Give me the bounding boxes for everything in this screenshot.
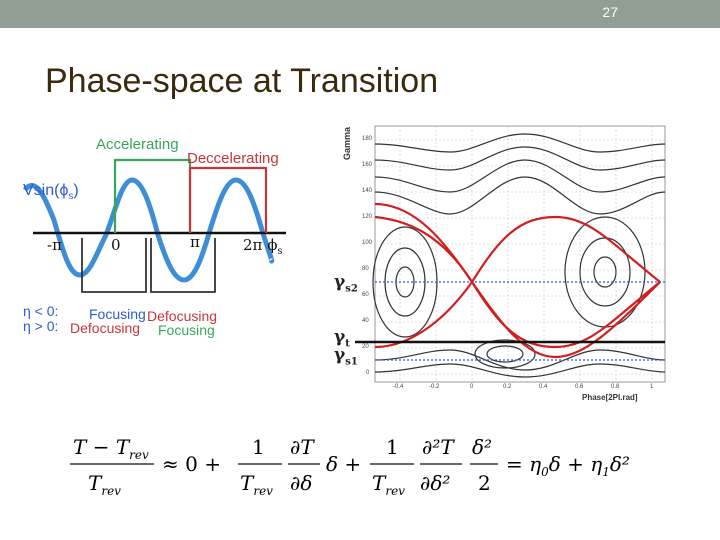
ytick-120: 120 (362, 214, 373, 220)
rf-voltage-diagram (22, 158, 286, 293)
vsin-subscript: s (68, 191, 74, 203)
term1-pden: ∂δ (290, 471, 312, 495)
rhs-expression: = η0δ + η1δ² (506, 452, 630, 479)
term1-pnum: ∂T (290, 435, 315, 459)
xtick-1: 1 (650, 384, 654, 390)
separatrix (374, 202, 661, 359)
outer-trajectories (374, 133, 666, 378)
xtick-08: 0.8 (611, 384, 620, 390)
tick-zero: 0 (111, 236, 121, 254)
xtick-06: 0.6 (575, 384, 584, 390)
ytick-60: 60 (362, 292, 369, 298)
term2-numerator: 1 (386, 435, 399, 459)
term2-fnum: δ² (472, 435, 492, 459)
ytick-0: 0 (366, 370, 370, 376)
xtick-m04: -0.4 (393, 384, 404, 390)
ytick-40: 40 (362, 318, 369, 324)
sine-wave (22, 177, 275, 283)
gamma-s2-subscript: s2 (345, 283, 358, 295)
xtick-0: 0 (470, 384, 474, 390)
deccelerating-bracket (188, 166, 268, 233)
xtick-02: 0.2 (503, 384, 512, 390)
ytick-160: 160 (362, 162, 373, 168)
accelerating-label: Accelerating (96, 136, 179, 153)
plot-ylabel: Gamma (342, 126, 352, 160)
ytick-100: 100 (362, 240, 373, 246)
plot-xlabel: Phase[2PI.rad] (582, 393, 638, 402)
term2-fden: 2 (478, 471, 491, 495)
lhs-denominator: Trev (88, 471, 121, 498)
tick-phi-subscript: s (277, 246, 283, 257)
gamma-t-subscript: t (345, 338, 350, 350)
gamma-t-label: γt (334, 327, 350, 349)
xtick-m02: -0.2 (429, 384, 440, 390)
gamma-t-symbol: γ (334, 327, 346, 347)
xtick-04: 0.4 (539, 384, 548, 390)
defocusing-label-1: Defocusing (147, 308, 218, 324)
vsin-text: Vsin(ϕ (23, 182, 69, 199)
lhs-numerator: T − Trev (73, 435, 149, 462)
eta-positive-label: η > 0: (23, 318, 59, 334)
tick-pi: π (190, 233, 200, 251)
plot-frame (374, 125, 666, 383)
gamma-s1-subscript: s1 (345, 356, 358, 368)
defocusing-label-2: Defocusing (70, 320, 141, 336)
gamma-s1-symbol: γ (334, 345, 346, 365)
defocusing-bracket-right (150, 238, 216, 293)
ytick-180: 180 (362, 136, 373, 142)
term1-tail: δ + (326, 452, 361, 476)
gamma-s2-label: γs2 (334, 272, 358, 294)
focusing-label-2: Focusing (158, 322, 215, 338)
slide-top-bar: 27 (0, 0, 720, 28)
transition-formula: T − Trev Trev ≈ 0 + 1 Trev ∂T ∂δ δ + 1 T… (70, 428, 670, 512)
phase-space-plot (355, 125, 666, 383)
term2-pnum: ∂²T (422, 435, 455, 459)
tick-2pi: 2π (243, 236, 263, 254)
vsin-label: Vsin(ϕs) (23, 182, 79, 202)
plot-grid (375, 126, 665, 382)
ytick-80: 80 (362, 266, 369, 272)
tick-phi: ϕ (267, 236, 278, 254)
gamma-s1-label: γs1 (334, 345, 358, 367)
focusing-label-1: Focusing (89, 306, 146, 322)
term2-denominator: Trev (372, 471, 405, 498)
slide-number: 27 (602, 4, 618, 20)
ytick-140: 140 (362, 188, 373, 194)
gamma-s2-symbol: γ (334, 272, 346, 292)
tick-minus-pi: -π (47, 236, 62, 254)
vsin-close: ) (73, 182, 79, 199)
term1-numerator: 1 (252, 435, 265, 459)
term2-pden: ∂δ² (420, 471, 450, 495)
focusing-bracket-left (81, 238, 147, 293)
tick-2pi-phis: 2π ϕs (243, 236, 283, 257)
approx-term: ≈ 0 + (162, 452, 221, 476)
deccelerating-label: Deccelerating (187, 150, 279, 167)
formula-svg: T − Trev Trev ≈ 0 + 1 Trev ∂T ∂δ δ + 1 T… (70, 435, 630, 498)
ytick-20: 20 (362, 344, 369, 350)
eta-negative-label: η < 0: (23, 303, 59, 319)
slide-title: Phase-space at Transition (45, 62, 439, 100)
term1-denominator: Trev (240, 471, 273, 498)
